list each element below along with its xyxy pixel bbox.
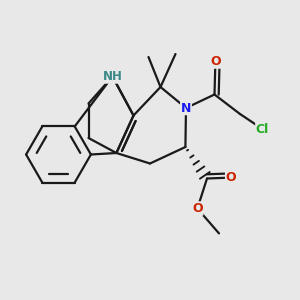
Text: Cl: Cl (256, 122, 269, 136)
Text: O: O (192, 202, 203, 215)
Text: NH: NH (103, 70, 122, 83)
Text: O: O (226, 171, 236, 184)
Text: O: O (210, 55, 221, 68)
Text: N: N (181, 101, 191, 115)
